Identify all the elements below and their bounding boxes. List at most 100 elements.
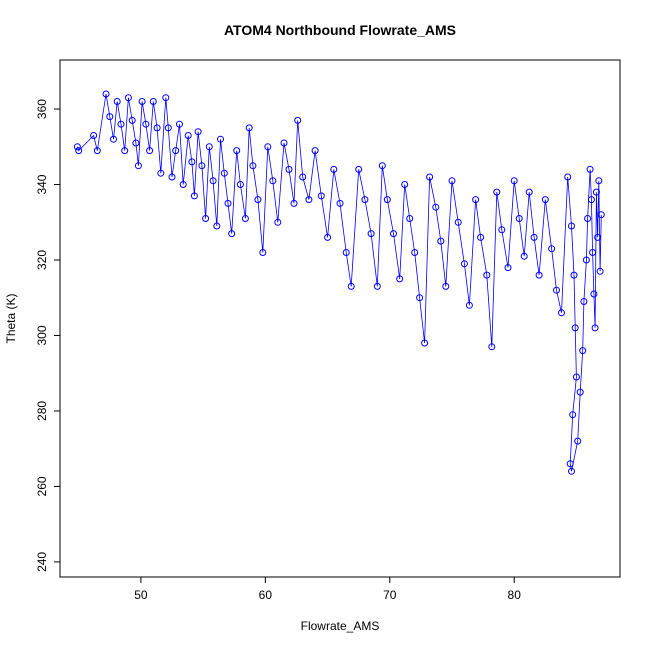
data-point bbox=[454, 218, 462, 226]
data-point bbox=[401, 181, 409, 188]
data-point bbox=[75, 147, 83, 155]
data-point bbox=[157, 169, 165, 177]
data-point bbox=[317, 192, 325, 200]
data-point bbox=[406, 215, 414, 222]
chart-title: ATOM4 Northbound Flowrate_AMS bbox=[224, 22, 456, 38]
data-point bbox=[493, 188, 501, 196]
data-point bbox=[347, 282, 355, 290]
data-point bbox=[324, 233, 332, 241]
data-point bbox=[299, 173, 307, 181]
data-point bbox=[280, 139, 288, 147]
data-point bbox=[355, 165, 363, 173]
data-point bbox=[553, 286, 560, 294]
data-point bbox=[426, 173, 434, 181]
plot-frame bbox=[59, 59, 621, 578]
x-tick-label-0: 50 bbox=[134, 588, 148, 602]
data-point bbox=[572, 373, 580, 381]
y-axis: 240 260 280 300 320 340 360 bbox=[35, 99, 60, 572]
data-point bbox=[564, 173, 572, 181]
data-point bbox=[290, 199, 298, 207]
data-point bbox=[90, 132, 98, 139]
data-point bbox=[259, 249, 267, 256]
data-point bbox=[594, 233, 602, 241]
y-tick-label-6: 360 bbox=[35, 99, 49, 119]
data-point bbox=[541, 196, 549, 204]
data-point bbox=[274, 218, 282, 226]
data-point bbox=[342, 249, 350, 256]
data-point bbox=[311, 147, 319, 155]
data-point bbox=[264, 143, 272, 151]
data-point bbox=[568, 222, 575, 230]
data-point bbox=[241, 215, 249, 222]
data-point bbox=[421, 339, 429, 347]
data-point bbox=[587, 196, 595, 204]
data-point bbox=[367, 230, 375, 238]
data-point bbox=[574, 437, 582, 445]
data-point bbox=[269, 177, 277, 185]
data-point bbox=[336, 199, 344, 207]
data-point bbox=[249, 162, 257, 170]
data-point bbox=[488, 343, 496, 351]
data-point bbox=[568, 467, 575, 475]
data-point bbox=[106, 113, 114, 121]
data-point bbox=[597, 211, 605, 219]
data-point bbox=[576, 388, 584, 396]
data-point bbox=[416, 294, 424, 302]
data-point bbox=[592, 188, 600, 196]
x-tick-label-1: 60 bbox=[259, 588, 273, 602]
data-point bbox=[566, 460, 574, 468]
data-point bbox=[483, 271, 491, 279]
data-point bbox=[383, 196, 391, 204]
x-axis-label: Flowrate_AMS bbox=[301, 619, 380, 633]
data-point bbox=[194, 128, 202, 136]
data-point bbox=[582, 256, 590, 264]
y-tick-label-3: 300 bbox=[35, 325, 49, 345]
x-tick-label-3: 80 bbox=[508, 588, 522, 602]
y-tick-label-5: 340 bbox=[35, 174, 49, 194]
data-point bbox=[535, 271, 543, 279]
data-point bbox=[396, 275, 404, 283]
data-point bbox=[73, 143, 81, 151]
data-point bbox=[202, 215, 210, 222]
data-point bbox=[330, 165, 338, 173]
data-point bbox=[595, 177, 603, 185]
y-tick-label-4: 320 bbox=[35, 250, 49, 270]
data-point bbox=[110, 135, 117, 143]
data-point bbox=[132, 139, 140, 147]
data-point bbox=[134, 162, 142, 170]
data-point bbox=[361, 196, 369, 204]
data-point bbox=[162, 94, 170, 102]
data-point bbox=[569, 411, 577, 419]
data-point bbox=[205, 143, 213, 151]
data-point bbox=[149, 98, 157, 105]
data-point bbox=[442, 282, 450, 290]
data-point bbox=[176, 120, 183, 128]
data-point bbox=[285, 165, 293, 173]
data-point bbox=[589, 249, 597, 256]
data-point bbox=[153, 124, 161, 132]
data-point bbox=[245, 124, 253, 132]
y-tick-label-2: 280 bbox=[35, 401, 49, 421]
data-point bbox=[448, 177, 456, 185]
data-point bbox=[168, 173, 176, 181]
data-point bbox=[305, 196, 313, 204]
data-point bbox=[113, 98, 121, 105]
data-point bbox=[209, 177, 217, 185]
data-point bbox=[198, 162, 206, 170]
data-point bbox=[179, 181, 187, 188]
data-point bbox=[373, 282, 381, 290]
data-point bbox=[520, 252, 528, 260]
data-point bbox=[498, 226, 506, 234]
data-point bbox=[233, 147, 241, 155]
data-point bbox=[591, 324, 599, 332]
data-point bbox=[477, 233, 485, 241]
data-point bbox=[548, 245, 556, 253]
data-point bbox=[224, 199, 232, 207]
data-point bbox=[515, 215, 523, 222]
data-point bbox=[254, 196, 262, 204]
data-point bbox=[188, 158, 196, 166]
data-point bbox=[596, 267, 604, 275]
data-point bbox=[213, 222, 221, 230]
data-point bbox=[138, 98, 146, 105]
data-point bbox=[228, 230, 236, 238]
